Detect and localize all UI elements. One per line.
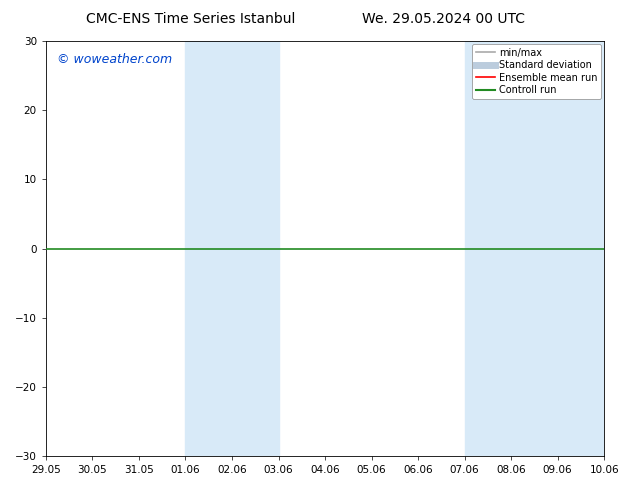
Text: We. 29.05.2024 00 UTC: We. 29.05.2024 00 UTC — [362, 12, 526, 26]
Text: © woweather.com: © woweather.com — [57, 53, 172, 67]
Bar — [186, 41, 278, 456]
Bar — [465, 41, 604, 456]
Legend: min/max, Standard deviation, Ensemble mean run, Controll run: min/max, Standard deviation, Ensemble me… — [472, 44, 601, 99]
Text: CMC-ENS Time Series Istanbul: CMC-ENS Time Series Istanbul — [86, 12, 295, 26]
